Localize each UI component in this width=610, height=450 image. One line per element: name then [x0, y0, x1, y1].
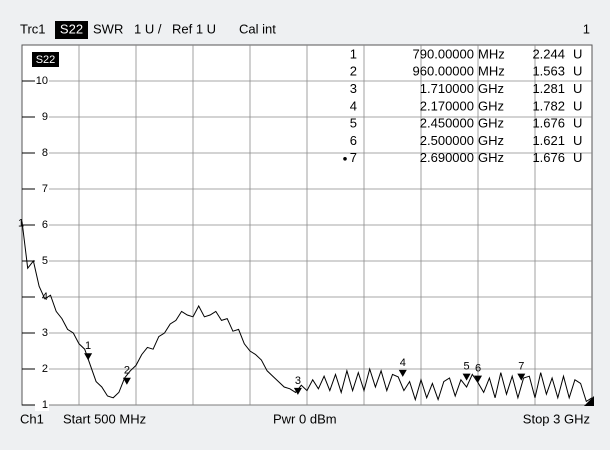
- marker-frequency-unit: GHz: [478, 116, 504, 131]
- y-tick-label: 3: [42, 327, 48, 339]
- calibration: Cal int: [239, 21, 276, 36]
- tick-label-bg: [35, 291, 49, 303]
- marker-number: 4: [350, 98, 357, 113]
- scale: 1 U /: [134, 21, 162, 36]
- marker-number: 2: [350, 64, 357, 79]
- parameter: S22: [60, 21, 83, 36]
- marker-triangle: [293, 387, 302, 395]
- marker-frequency-unit: MHz: [478, 46, 505, 61]
- tick-label-bg: [35, 363, 49, 375]
- marker-value-unit: U: [573, 133, 582, 148]
- marker-value: 1.676: [532, 150, 565, 165]
- marker-number: 5: [350, 116, 357, 131]
- marker-frequency: 2.690000: [420, 150, 474, 165]
- marker-value-unit: U: [573, 116, 582, 131]
- marker-frequency: 2.500000: [420, 133, 474, 148]
- marker-frequency-unit: MHz: [478, 64, 505, 79]
- marker-value: 1.621: [532, 133, 565, 148]
- marker-number: 7: [350, 150, 357, 165]
- marker-label: 5: [464, 361, 470, 373]
- marker-value-unit: U: [573, 98, 582, 113]
- marker-triangle: [84, 353, 93, 361]
- marker-number: 6: [350, 133, 357, 148]
- marker-label: 2: [124, 365, 130, 377]
- marker-label: 6: [475, 363, 481, 375]
- y-tick-label: 1: [42, 399, 48, 411]
- active-marker-bullet: [343, 157, 347, 161]
- marker-value: 1.563: [532, 64, 565, 79]
- marker-triangle: [122, 377, 131, 385]
- power: Pwr 0 dBm: [273, 411, 337, 426]
- tick-label-bg: [35, 255, 49, 267]
- marker-value-unit: U: [573, 46, 582, 61]
- tick-label-bg: [35, 147, 49, 159]
- start-frequency: Start 500 MHz: [63, 411, 146, 426]
- marker-label: 1: [85, 340, 91, 352]
- marker-label: 3: [295, 375, 301, 387]
- marker-number: 3: [350, 81, 357, 96]
- y-tick-label: 5: [42, 255, 48, 267]
- trace-line: [21, 221, 593, 403]
- tick-label-bg: [35, 399, 49, 411]
- marker-frequency: 1.710000: [420, 81, 474, 96]
- marker-frequency: 790.00000: [413, 46, 474, 61]
- marker-value-unit: U: [573, 81, 582, 96]
- marker-frequency: 2.170000: [420, 98, 474, 113]
- trace-number: 1: [18, 217, 24, 229]
- y-tick-label: 7: [42, 183, 48, 195]
- y-tick-label: 6: [42, 219, 48, 231]
- trace-label-box: [32, 52, 59, 67]
- channel-number: 1: [583, 21, 590, 36]
- marker-value-unit: U: [573, 150, 582, 165]
- y-tick-label: 10: [36, 75, 48, 87]
- marker-frequency: 2.450000: [420, 116, 474, 131]
- tick-label-bg: [35, 219, 49, 231]
- reference: Ref 1 U: [172, 21, 216, 36]
- marker-triangle: [517, 373, 526, 381]
- channel: Ch1: [20, 411, 44, 426]
- tick-label-bg: [35, 183, 49, 195]
- marker-value-unit: U: [573, 64, 582, 79]
- marker-value: 1.676: [532, 116, 565, 131]
- tick-label-bg: [35, 75, 49, 87]
- y-tick-label: 9: [42, 111, 48, 123]
- tick-label-bg: [35, 327, 49, 339]
- marker-label: 4: [400, 357, 406, 369]
- trace-label: S22: [36, 54, 56, 66]
- tick-label-bg: [35, 111, 49, 123]
- y-tick-label: 4: [42, 291, 48, 303]
- marker-label: 7: [518, 361, 524, 373]
- trace-name: Trc1: [20, 21, 46, 36]
- y-tick-label: 2: [42, 363, 48, 375]
- marker-value: 1.782: [532, 98, 565, 113]
- marker-frequency-unit: GHz: [478, 150, 504, 165]
- marker-value: 1.281: [532, 81, 565, 96]
- marker-triangle: [474, 375, 482, 383]
- marker-triangle: [398, 369, 407, 377]
- marker-frequency-unit: GHz: [478, 81, 504, 96]
- parameter-box: [55, 21, 88, 39]
- marker-frequency-unit: GHz: [478, 133, 504, 148]
- marker-number: 1: [350, 46, 357, 61]
- stop-frequency: Stop 3 GHz: [523, 411, 590, 426]
- marker-frequency-unit: GHz: [478, 98, 504, 113]
- y-tick-label: 8: [42, 147, 48, 159]
- marker-triangle: [462, 373, 471, 381]
- marker-frequency: 960.00000: [413, 64, 474, 79]
- marker-value: 2.244: [532, 46, 565, 61]
- format: SWR: [93, 21, 123, 36]
